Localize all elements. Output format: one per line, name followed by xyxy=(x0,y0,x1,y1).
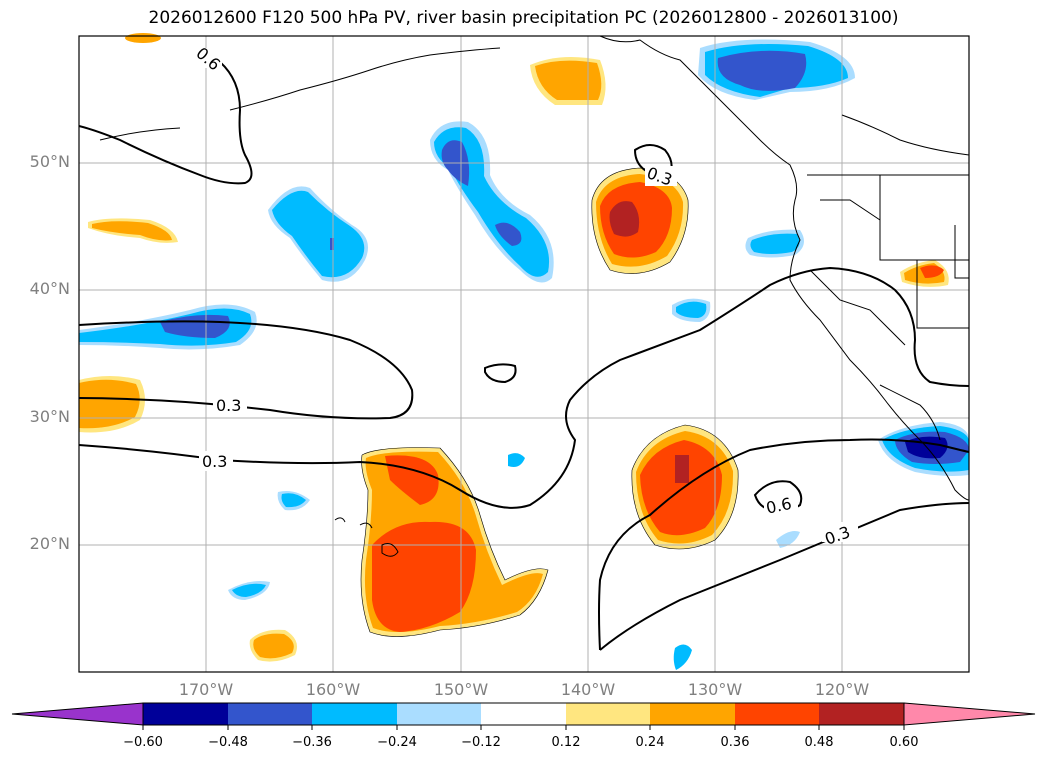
colorbar-segment xyxy=(566,703,650,725)
plot-frame xyxy=(78,35,970,673)
colorbar-tick-label: −0.12 xyxy=(461,735,501,750)
colorbar-tick-label: −0.48 xyxy=(208,735,248,750)
colorbar-tick-label: −0.24 xyxy=(377,735,417,750)
pv-contours xyxy=(78,61,970,651)
colorbar xyxy=(11,702,1036,730)
gridlines xyxy=(79,36,969,672)
map-title: 2026012600 F120 500 hPa PV, river basin … xyxy=(148,8,899,28)
colorbar-extend-high xyxy=(903,702,1036,726)
colorbar-tick-label: 0.12 xyxy=(551,735,581,750)
lat-label: 40°N xyxy=(29,279,70,298)
colorbar-tick-label: 0.36 xyxy=(720,735,750,750)
colorbar-segment xyxy=(397,703,481,725)
lon-label: 140°W xyxy=(560,680,616,699)
lat-label: 20°N xyxy=(29,534,70,553)
colorbar-tick-label: 0.48 xyxy=(804,735,834,750)
colorbar-segment xyxy=(228,703,312,725)
colorbar-segment xyxy=(735,703,819,725)
lat-label: 50°N xyxy=(29,152,70,171)
colorbar-segment xyxy=(143,703,228,725)
colorbar-segment xyxy=(481,703,566,725)
contour-label-group xyxy=(198,48,858,542)
colorbar-segment xyxy=(819,703,904,725)
coastlines xyxy=(99,35,970,637)
contour-label: 0.3 xyxy=(216,396,241,415)
lat-label: 30°N xyxy=(29,407,70,426)
lon-label: 150°W xyxy=(433,680,489,699)
contour-label: 0.6 xyxy=(764,494,793,518)
colorbar-tick-label: 0.60 xyxy=(889,735,919,750)
plot-background xyxy=(79,36,969,672)
colorbar-tick-label: −0.60 xyxy=(123,735,163,750)
lon-label: 130°W xyxy=(687,680,743,699)
lon-label: 160°W xyxy=(305,680,361,699)
lon-label: 170°W xyxy=(178,680,234,699)
contour-label: 0.3 xyxy=(202,452,227,471)
colorbar-tick-label: 0.24 xyxy=(635,735,665,750)
colorbar-extend-low xyxy=(11,702,144,726)
lon-label: 120°W xyxy=(814,680,870,699)
colorbar-segment xyxy=(650,703,735,725)
colorbar-tick-label: −0.36 xyxy=(292,735,332,750)
colorbar-segment xyxy=(312,703,397,725)
